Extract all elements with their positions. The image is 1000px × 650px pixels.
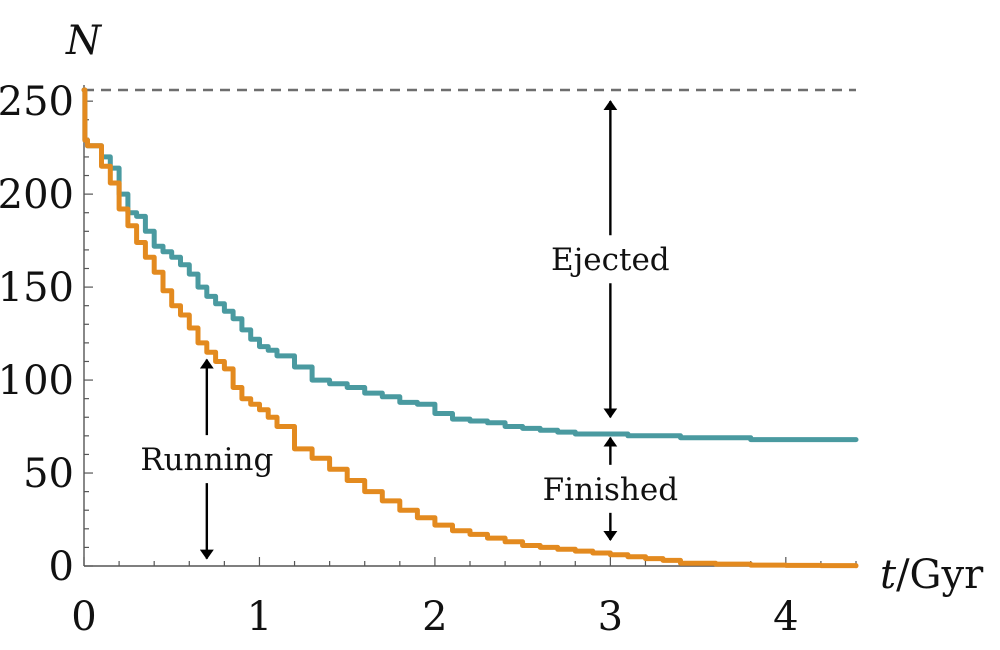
x-tick-label: 2 — [422, 594, 447, 640]
x-tick-label: 0 — [71, 594, 96, 640]
y-tick-label: 100 — [0, 358, 74, 404]
x-tick-label: 1 — [247, 594, 272, 640]
ticks: 0 1 2 3 4 0 50 100 150 200 250 — [0, 79, 857, 640]
x-tick-label: 4 — [773, 594, 798, 640]
x-axis-title-italic: t — [880, 552, 897, 598]
y-tick-label: 250 — [0, 79, 74, 125]
running-label: Running — [140, 442, 273, 478]
annotations: Ejected Finished Running — [140, 100, 678, 560]
y-tick-label: 200 — [0, 172, 74, 218]
series-group — [81, 87, 859, 569]
series-line-2 — [81, 87, 859, 569]
y-tick-label: 50 — [23, 451, 74, 497]
y-tick-label: 150 — [0, 265, 74, 311]
ejected-label: Ejected — [551, 242, 670, 278]
finished-label: Finished — [543, 472, 678, 508]
y-tick-label: 0 — [49, 544, 74, 590]
x-axis-title: t/Gyr — [880, 552, 984, 598]
x-axis-title-unit: /Gyr — [896, 552, 984, 598]
axes — [83, 85, 856, 567]
y-axis-title: N — [65, 18, 103, 64]
series-line-1 — [81, 87, 859, 443]
x-tick-label: 3 — [598, 594, 623, 640]
